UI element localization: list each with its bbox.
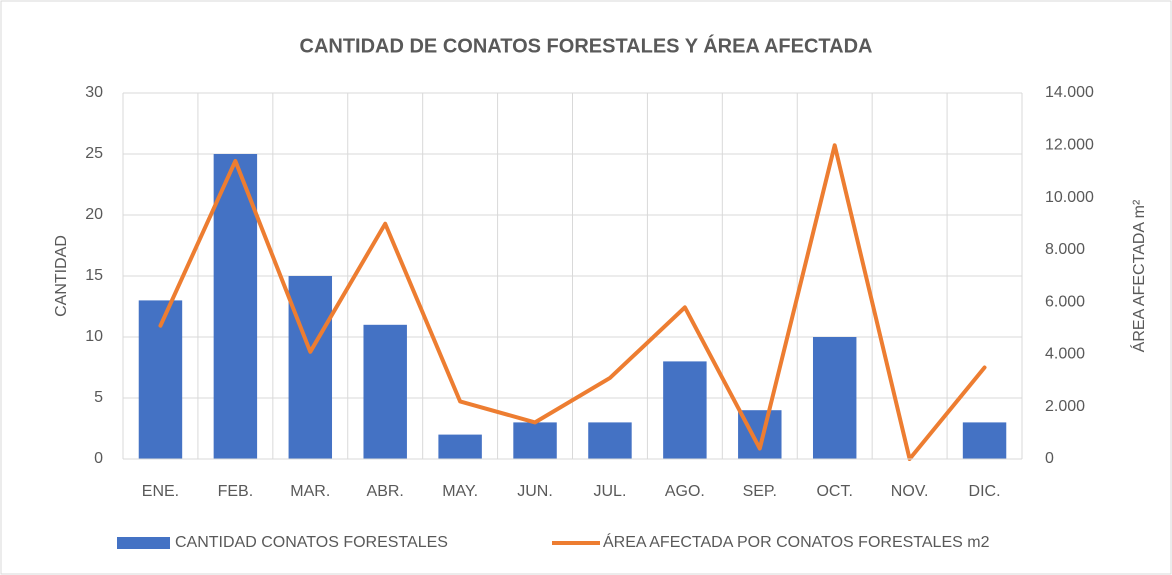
bar — [288, 276, 333, 459]
x-tick-label: OCT. — [816, 483, 852, 500]
bar — [513, 422, 557, 459]
x-tick-label: SEP. — [743, 483, 777, 500]
y2-axis-title: ÁREA AFECTADA m² — [1129, 199, 1148, 352]
legend-swatch — [117, 537, 170, 549]
y2-tick-label: 10.000 — [1045, 189, 1094, 206]
y-tick-label: 30 — [85, 84, 103, 101]
bar — [663, 361, 707, 459]
x-tick-label: JUN. — [517, 483, 553, 500]
x-tick-label: ABR. — [367, 483, 404, 500]
legend-label: CANTIDAD CONATOS FORESTALES — [175, 534, 448, 551]
bar — [588, 422, 632, 459]
y-axis-title: CANTIDAD — [53, 235, 70, 317]
bar — [438, 434, 482, 459]
x-tick-label: FEB. — [218, 483, 254, 500]
y2-tick-label: 2.000 — [1045, 398, 1085, 415]
x-tick-label: MAY. — [442, 483, 478, 500]
bar — [962, 422, 1007, 459]
y2-tick-label: 4.000 — [1045, 346, 1085, 363]
x-tick-label: NOV. — [891, 483, 929, 500]
y2-tick-label: 8.000 — [1045, 241, 1085, 258]
x-tick-label: MAR. — [290, 483, 330, 500]
y2-tick-label: 14.000 — [1045, 84, 1094, 101]
y-tick-label: 10 — [85, 328, 103, 345]
y-tick-label: 15 — [85, 267, 103, 284]
y2-tick-label: 12.000 — [1045, 137, 1094, 154]
y-tick-label: 0 — [94, 450, 103, 467]
chart-title: CANTIDAD DE CONATOS FORESTALES Y ÁREA AF… — [300, 34, 873, 57]
y-tick-label: 20 — [85, 206, 103, 223]
y2-tick-label: 6.000 — [1045, 293, 1085, 310]
legend-label: ÁREA AFECTADA POR CONATOS FORESTALES m2 — [603, 532, 990, 551]
line — [158, 143, 987, 461]
x-tick-label: DIC. — [969, 483, 1001, 500]
x-tick-label: ENE. — [142, 483, 179, 500]
x-tick-label: JUL. — [594, 483, 627, 500]
bar — [812, 337, 857, 459]
bar — [213, 154, 258, 459]
y-tick-label: 25 — [85, 145, 103, 162]
y-tick-label: 5 — [94, 389, 103, 406]
bar — [363, 324, 407, 459]
x-tick-label: AGO. — [665, 483, 705, 500]
y2-tick-label: 0 — [1045, 450, 1054, 467]
